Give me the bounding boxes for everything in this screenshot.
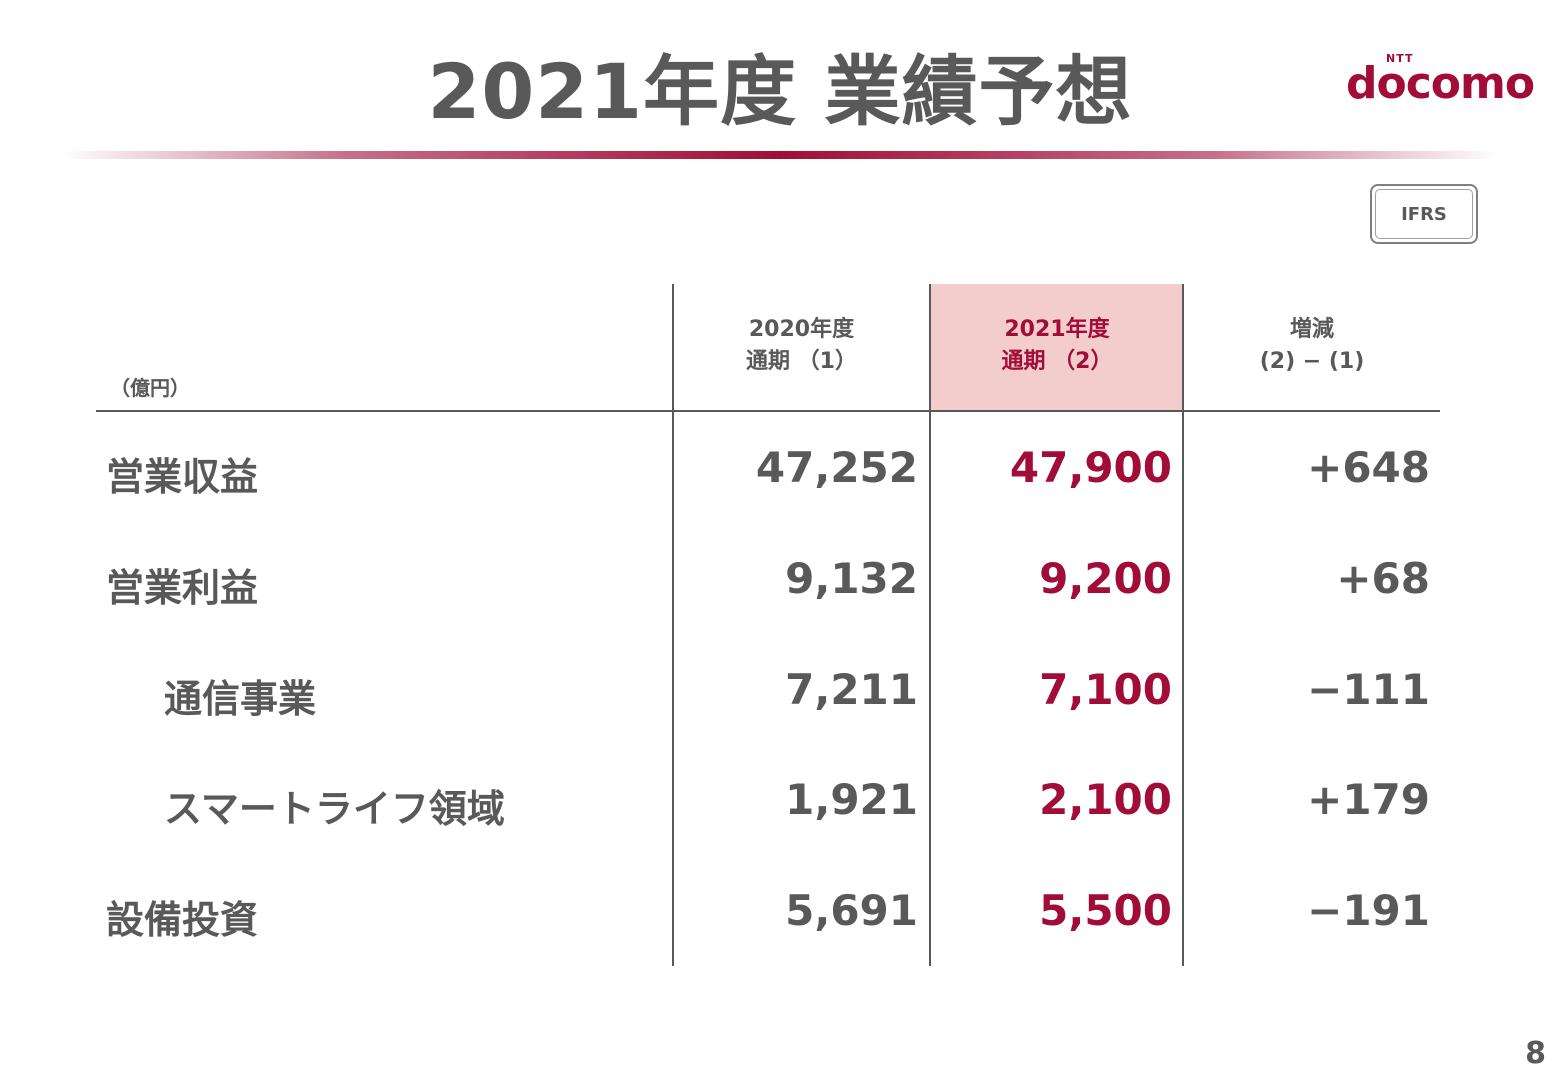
column-header-2021-line1: 2021年度 [1004, 317, 1110, 342]
column-header-2020-line1: 2020年度 [748, 317, 855, 342]
cell-diff-capex: −191 [1307, 886, 1430, 935]
ifrs-badge-label: IFRS [1375, 189, 1473, 239]
column-divider-3 [1182, 284, 1184, 966]
title-divider [62, 151, 1498, 159]
ifrs-badge: IFRS [1370, 184, 1478, 244]
column-header-2020: 2020年度 通期 （1） [674, 314, 929, 378]
unit-label: （億円） [110, 376, 190, 400]
cell-2020-telecom-business: 7,211 [785, 665, 918, 714]
logo-ntt-text: NTT [1386, 52, 1414, 65]
column-header-diff-line1: 増減 [1289, 317, 1334, 342]
cell-2021-telecom-business: 7,100 [1039, 665, 1172, 714]
cell-diff-operating-profit: +68 [1336, 554, 1430, 603]
row-label-operating-profit: 営業利益 [106, 566, 259, 610]
column-header-2020-line2: 通期 （1） [746, 349, 857, 374]
page-number: 8 [1525, 1036, 1546, 1071]
row-label-operating-revenue: 営業収益 [106, 455, 259, 499]
cell-2020-operating-revenue: 47,252 [755, 443, 918, 492]
column-divider-2 [929, 284, 931, 966]
cell-2021-smart-life: 2,100 [1039, 775, 1172, 824]
cell-diff-operating-revenue: +648 [1307, 443, 1430, 492]
cell-2021-capex: 5,500 [1039, 886, 1172, 935]
column-header-2021: 2021年度 通期 （2） [931, 314, 1183, 378]
row-label-smart-life: スマートライフ領域 [164, 787, 505, 831]
cell-diff-telecom-business: −111 [1307, 665, 1430, 714]
row-label-capex: 設備投資 [106, 898, 259, 942]
forecast-column-highlight [931, 284, 1183, 411]
column-divider-1 [672, 284, 674, 966]
cell-2020-capex: 5,691 [785, 886, 918, 935]
cell-diff-smart-life: +179 [1307, 775, 1430, 824]
column-header-2021-line2: 通期 （2） [1001, 349, 1113, 374]
page-title: 2021年度 業績予想 [427, 47, 1133, 136]
column-header-diff: 増減 (2) − (1) [1184, 314, 1440, 378]
header-divider [96, 410, 1440, 412]
column-header-diff-line2: (2) − (1) [1259, 349, 1365, 374]
cell-2021-operating-revenue: 47,900 [1009, 443, 1172, 492]
cell-2020-smart-life: 1,921 [785, 775, 918, 824]
row-label-telecom-business: 通信事業 [164, 677, 317, 721]
cell-2021-operating-profit: 9,200 [1039, 554, 1172, 603]
logo-wordmark: docomo [1346, 58, 1535, 109]
docomo-logo: NTT docomo [1346, 50, 1546, 110]
cell-2020-operating-profit: 9,132 [785, 554, 918, 603]
